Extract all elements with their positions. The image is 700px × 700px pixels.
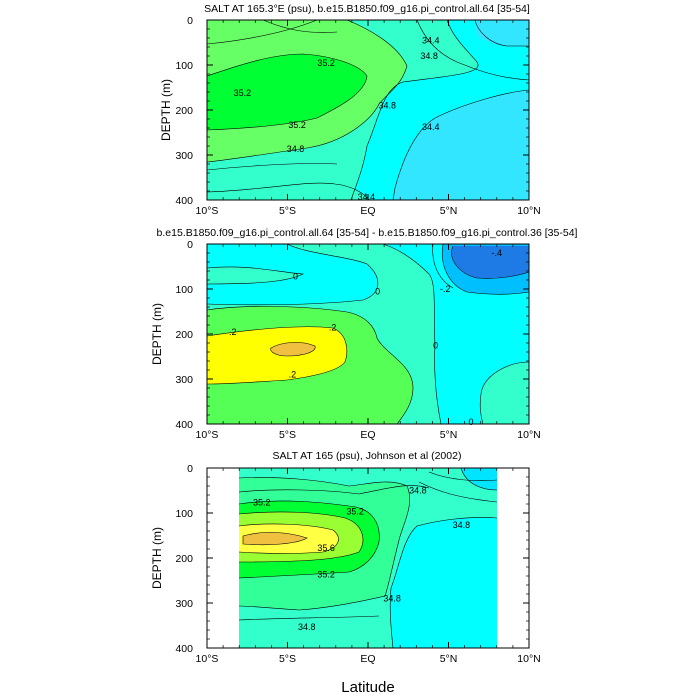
panel-1-y-axis-label: DEPTH (m) (159, 79, 173, 141)
panel-2: b.e15.B1850.f09_g16.pi_control.all.64 [3… (150, 227, 578, 441)
fill-35-2 (207, 54, 367, 130)
y-tick-label: 400 (175, 419, 193, 431)
y-tick-label: 200 (175, 553, 193, 565)
fill-se-pos1 (480, 362, 529, 424)
x-tick-label: 10°N (517, 653, 540, 665)
contour-label: 34.4 (422, 35, 440, 45)
panel-3-plot (238, 467, 498, 649)
contour-label: -.2 (440, 284, 451, 294)
x-tick-label: 5°N (440, 205, 458, 217)
contour-label: 0 (469, 417, 474, 427)
contour-label: 35.2 (234, 88, 252, 98)
x-axis-label: Latitude (341, 679, 394, 696)
fill-neg4 (451, 246, 529, 279)
contour-label: .2 (229, 327, 237, 337)
x-tick-label: 5°N (440, 429, 458, 441)
contour-label: 35.6 (317, 543, 335, 553)
panel-2-plot (206, 243, 530, 425)
panel-1-plot (206, 19, 530, 201)
contour-label: .2 (289, 370, 297, 380)
x-tick-label: EQ (360, 205, 375, 217)
y-tick-label: 300 (175, 374, 193, 386)
y-tick-label: 400 (175, 643, 193, 655)
y-tick-label: 300 (175, 150, 193, 162)
contour-label: 35.2 (288, 120, 306, 130)
panel-1: SALT AT 165.3°E (psu), b.e15.B1850.f09_g… (159, 3, 541, 217)
x-tick-label: 5°S (279, 653, 296, 665)
contour-label: 0 (433, 340, 438, 350)
x-tick-label: EQ (360, 653, 375, 665)
contour-label: 35.2 (317, 58, 335, 68)
panel-2-title: b.e15.B1850.f09_g16.pi_control.all.64 [3… (157, 227, 578, 239)
contour-label: 35.2 (317, 570, 335, 580)
fill-bottom-shoal (207, 183, 369, 200)
y-tick-label: 100 (175, 284, 193, 296)
y-tick-label: 100 (175, 508, 193, 520)
contour-lines (238, 467, 498, 649)
contour-label: 34.8 (298, 622, 316, 632)
y-tick-label: 200 (175, 105, 193, 117)
contour-label: 35.2 (346, 507, 364, 517)
panel-1-title: SALT AT 165.3°E (psu), b.e15.B1850.f09_g… (204, 3, 530, 15)
contour-label: 34.4 (358, 192, 376, 202)
fill-pos3 (207, 326, 347, 384)
y-tick-label: 200 (175, 329, 193, 341)
x-tick-label: 10°N (517, 205, 540, 217)
x-tick-label: 10°N (517, 429, 540, 441)
contour-lines (206, 243, 530, 425)
fill-ne-fresh (475, 20, 529, 47)
contour-label: -.4 (492, 248, 503, 258)
contour-label: 35.2 (253, 498, 271, 508)
contour-label: .2 (329, 322, 337, 332)
fill-max (270, 342, 316, 356)
contour-label: 34.8 (383, 594, 401, 604)
y-tick-label: 0 (187, 463, 193, 475)
contour-label: 34.4 (422, 122, 440, 132)
x-tick-label: 10°S (196, 653, 219, 665)
x-tick-label: 5°S (279, 205, 296, 217)
fill-ne-fresh (461, 468, 497, 490)
y-tick-label: 300 (175, 598, 193, 610)
x-tick-label: EQ (360, 429, 375, 441)
y-tick-label: 0 (187, 15, 193, 27)
y-tick-label: 0 (187, 239, 193, 251)
contour-label: 34.8 (409, 486, 427, 496)
contour-label: 0 (375, 286, 380, 296)
x-tick-label: 5°S (279, 429, 296, 441)
contour-label: 0 (293, 271, 298, 281)
y-tick-label: 100 (175, 60, 193, 72)
x-tick-label: 5°N (440, 653, 458, 665)
panel-2-y-axis-label: DEPTH (m) (150, 303, 164, 365)
panel-3-y-axis-label: DEPTH (m) (150, 527, 164, 589)
contour-label: 34.8 (453, 520, 471, 530)
contour-lines (206, 19, 530, 201)
x-tick-label: 10°S (196, 429, 219, 441)
x-tick-label: 10°S (196, 205, 219, 217)
panel-3-title: SALT AT 165 (psu), Johnson et al (2002) (273, 450, 462, 462)
contour-label: 34.8 (379, 101, 397, 111)
panel-3: SALT AT 165 (psu), Johnson et al (2002) (150, 450, 541, 665)
y-tick-label: 400 (175, 195, 193, 207)
contour-label: 34.8 (287, 144, 305, 154)
fill-max (243, 532, 307, 545)
contour-label: 34.8 (420, 51, 438, 61)
